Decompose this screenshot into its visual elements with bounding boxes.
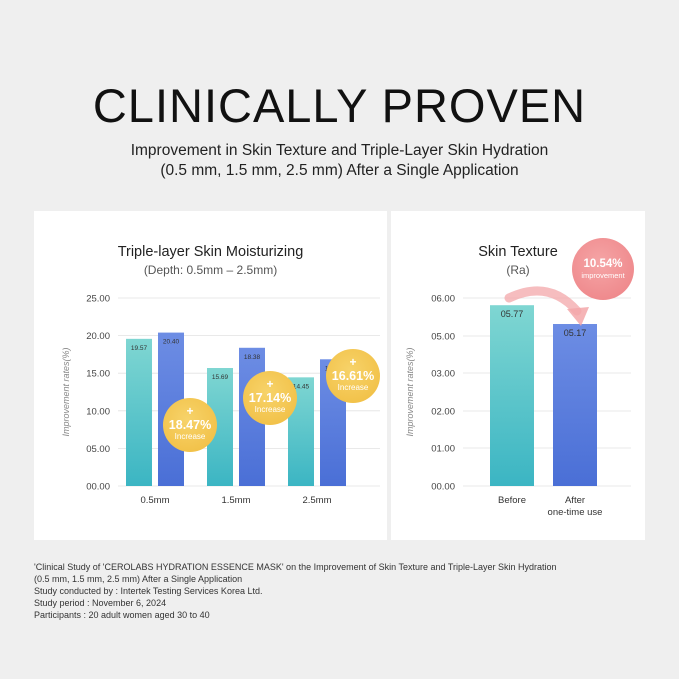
x-tick-label: 1.5mm — [221, 495, 250, 506]
moisturizing-chart-title: Triple-layer Skin Moisturizing — [117, 244, 304, 260]
y-tick-label: 01.00 — [431, 444, 455, 455]
bar-value-label: 19.57 — [131, 345, 148, 352]
x-tick-label: After — [565, 495, 585, 506]
y-tick-label: 05.00 — [431, 332, 455, 343]
footnote-line: Participants : 20 adult women aged 30 to… — [34, 610, 210, 620]
decrease-arrow — [504, 286, 582, 316]
increase-badge — [243, 371, 297, 425]
subtitle-line-2: (0.5 mm, 1.5 mm, 2.5 mm) After a Single … — [160, 162, 519, 179]
badge-label: Increase — [338, 383, 369, 392]
y-tick-label: 00.00 — [431, 482, 455, 493]
headline: CLINICALLY PROVEN — [92, 79, 587, 132]
x-tick-label: 2.5mm — [302, 495, 331, 506]
footnote-line: Study period : November 6, 2024 — [34, 598, 167, 608]
moisturizing-chart-panel: Triple-layer Skin Moisturizing (Depth: 0… — [34, 211, 387, 540]
badge-label: Increase — [255, 405, 286, 414]
y-tick-label: 06.00 — [431, 294, 455, 305]
footnote-line: (0.5 mm, 1.5 mm, 2.5 mm) After a Single … — [34, 574, 243, 584]
footnote-line: Study conducted by : Intertek Testing Se… — [34, 586, 263, 596]
bar-value-label: 05.77 — [501, 309, 524, 319]
increase-badge — [163, 398, 217, 452]
y-axis-label: Improvement rates(%) — [61, 347, 71, 436]
y-tick-label: 02.00 — [431, 407, 455, 418]
moisturizing-chart: 25.00 20.00 15.00 10.00 05.00 00.00 Improvemen… — [61, 294, 380, 506]
y-tick-label: 15.00 — [86, 369, 110, 380]
badge-percent: 10.54% — [583, 258, 622, 270]
increase-badge — [326, 349, 380, 403]
badge-plus: + — [266, 377, 273, 391]
badge-plus: + — [186, 404, 193, 418]
bar-value-label: 18.38 — [244, 354, 261, 361]
y-tick-label: 25.00 — [86, 294, 110, 305]
badge-label: improvement — [581, 271, 625, 280]
badge-percent: 18.47% — [169, 418, 211, 432]
y-tick-label: 10.00 — [86, 406, 110, 417]
badge-percent: 16.61% — [332, 369, 374, 383]
subtitle: Improvement in Skin Texture and Triple-L… — [0, 141, 679, 181]
improvement-badge — [572, 238, 634, 300]
footnote: 'Clinical Study of 'CEROLABS HYDRATION E… — [34, 561, 644, 621]
y-tick-label: 00.00 — [86, 482, 110, 493]
y-tick-label: 20.00 — [86, 331, 110, 342]
bar-value-label: 20.40 — [163, 339, 180, 346]
x-tick-label: 0.5mm — [140, 495, 169, 506]
footnote-line: 'Clinical Study of 'CEROLABS HYDRATION E… — [34, 562, 557, 572]
bar — [553, 324, 597, 486]
badge-plus: + — [349, 355, 356, 369]
y-tick-label: 03.00 — [431, 369, 455, 380]
y-axis-label: Improvement rates(%) — [405, 347, 415, 436]
bar-value-label: 15.69 — [212, 374, 229, 381]
texture-chart-panel: Skin Texture (Ra) 06.00 05.00 03.00 02.00 01… — [391, 211, 645, 540]
texture-chart-title: Skin Texture — [478, 244, 558, 260]
subtitle-line-1: Improvement in Skin Texture and Triple-L… — [130, 142, 549, 159]
bar — [126, 338, 152, 486]
texture-chart: 06.00 05.00 03.00 02.00 01.00 00.00 Improvemen… — [405, 238, 634, 518]
moisturizing-chart-subtitle: (Depth: 0.5mm – 2.5mm) — [143, 263, 278, 277]
y-tick-label: 05.00 — [86, 444, 110, 455]
badge-label: Increase — [175, 432, 206, 441]
x-tick-label: one-time use — [548, 507, 603, 518]
texture-chart-subtitle: (Ra) — [506, 263, 530, 277]
arrow-head — [567, 307, 589, 326]
bar-value-label: 14.45 — [293, 383, 310, 390]
bar — [490, 305, 534, 486]
x-tick-label: Before — [498, 495, 526, 506]
bar-value-label: 05.17 — [564, 328, 587, 338]
badge-percent: 17.14% — [249, 391, 291, 405]
